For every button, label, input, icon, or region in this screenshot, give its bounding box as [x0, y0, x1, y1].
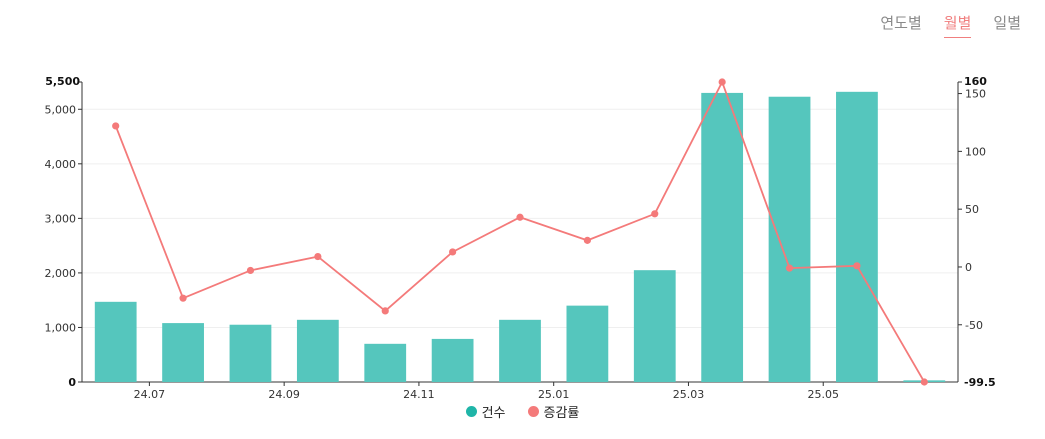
y-right-tick-label: 0	[965, 261, 972, 274]
y-left-tick-label: 4,000	[45, 158, 77, 171]
y-left-tick-label: 3,000	[45, 212, 77, 225]
legend-rate-label: 증감률	[543, 406, 580, 421]
y-right-tick-label: 100	[965, 145, 986, 158]
y-right-min-label: -99.5	[964, 376, 996, 389]
rate-point	[853, 262, 861, 270]
tab-daily[interactable]: 일별	[993, 14, 1021, 32]
x-tick-label: 24.09	[268, 388, 300, 400]
bar	[364, 343, 407, 382]
x-tick-label: 25.05	[807, 388, 839, 400]
bar	[768, 96, 811, 383]
legend-item-count[interactable]: 건수	[465, 402, 506, 421]
rate-point	[718, 78, 726, 86]
rate-point	[449, 248, 457, 256]
bar	[499, 319, 541, 382]
x-tick-label: 25.01	[538, 388, 570, 400]
y-left-max-label: 5,500	[45, 75, 80, 88]
x-tick-label: 24.07	[134, 388, 166, 400]
tab-monthly[interactable]: 월별	[943, 12, 972, 38]
rate-point	[651, 210, 659, 218]
rate-point	[179, 294, 187, 302]
y-right-tick-label: 50	[965, 203, 979, 216]
legend-item-rate[interactable]: 증감률	[527, 402, 580, 421]
chart-legend: 건수 증감률	[0, 402, 1045, 421]
bar	[836, 91, 878, 383]
bar	[701, 92, 744, 382]
period-tabs: 연도별 월별 일별	[880, 12, 1021, 38]
rate-point	[381, 307, 389, 315]
y-right-max-label: 160	[964, 75, 987, 88]
x-tick-label: 24.11	[403, 388, 435, 400]
rate-point	[516, 213, 524, 221]
bar	[229, 324, 272, 382]
bar	[566, 305, 609, 382]
y-left-tick-label: 2,000	[45, 267, 77, 280]
bar	[633, 270, 676, 382]
y-right-tick-label: 150	[965, 88, 986, 101]
rate-point	[583, 236, 591, 244]
bar	[94, 301, 137, 382]
rate-point	[246, 266, 255, 275]
rate-point	[785, 264, 794, 272]
tab-yearly[interactable]: 연도별	[880, 14, 922, 32]
rate-point	[314, 252, 322, 261]
bar	[431, 338, 474, 382]
x-tick-label: 25.03	[673, 388, 705, 400]
y-right-tick-label: -50	[965, 319, 983, 332]
y-left-tick-label: 0	[68, 376, 76, 389]
legend-count-dot	[465, 406, 477, 417]
y-left-tick-label: 5,000	[45, 103, 77, 116]
bar-line-chart: 0 1,000 2,000 3,000 4,000 5,000 5,500 -50 0 50 100…	[45, 75, 996, 400]
bar	[296, 319, 339, 382]
legend-count-label: 건수	[481, 406, 506, 421]
rate-point	[920, 378, 928, 386]
legend-rate-dot	[527, 406, 539, 417]
y-left-tick-label: 1,000	[45, 321, 77, 334]
bar	[162, 323, 204, 382]
rate-point	[112, 122, 120, 130]
